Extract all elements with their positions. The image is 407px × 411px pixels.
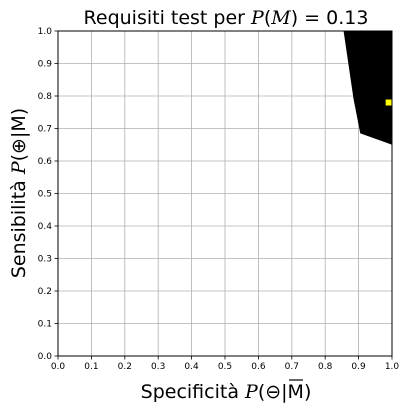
x-tick-label: 0.8 [318, 362, 333, 372]
y-tick-label: 1.0 [38, 27, 53, 37]
y-tick-label: 0.6 [38, 157, 53, 167]
region-layer [343, 31, 392, 145]
x-axis-label: Specificità P(⊖|M) [141, 381, 312, 403]
x-tick-label: 0.4 [184, 362, 199, 372]
x-tick-label: 0.3 [151, 362, 165, 372]
y-axis-label: Sensibilità P(⊕|M) [8, 108, 30, 278]
marker-layer [385, 99, 392, 106]
x-tick-label: 0.6 [251, 362, 266, 372]
y-tick-label: 0.0 [38, 352, 53, 362]
x-tick-label: 1.0 [385, 362, 400, 372]
y-tick-label: 0.4 [38, 222, 53, 232]
y-tick-label: 0.1 [38, 320, 52, 330]
x-tick-label: 0.5 [218, 362, 232, 372]
y-tick-label: 0.5 [38, 190, 52, 200]
x-tick-label: 0.1 [84, 362, 98, 372]
x-ticks: 0.0 0.1 0.2 0.3 0.4 0.5 0.6 0.7 0.8 0.9 1.0 [51, 356, 400, 372]
y-tick-label: 0.3 [38, 255, 52, 265]
grid-lines [57, 30, 393, 357]
y-tick-label: 0.2 [38, 287, 52, 297]
y-tick-label: 0.8 [38, 92, 53, 102]
y-tick-label: 0.9 [38, 60, 53, 70]
feasible-region [343, 31, 392, 145]
x-tick-label: 0.9 [351, 362, 366, 372]
chart-title: Requisiti test per P(M) = 0.13 [84, 7, 369, 29]
x-tick-label: 0.2 [118, 362, 132, 372]
test-point-marker [385, 99, 392, 106]
x-tick-label: 0.0 [51, 362, 66, 372]
y-tick-label: 0.7 [38, 125, 52, 135]
y-ticks: 0.0 0.1 0.2 0.3 0.4 0.5 0.6 0.7 0.8 0.9 1.0 [38, 27, 58, 362]
x-tick-label: 0.7 [285, 362, 299, 372]
